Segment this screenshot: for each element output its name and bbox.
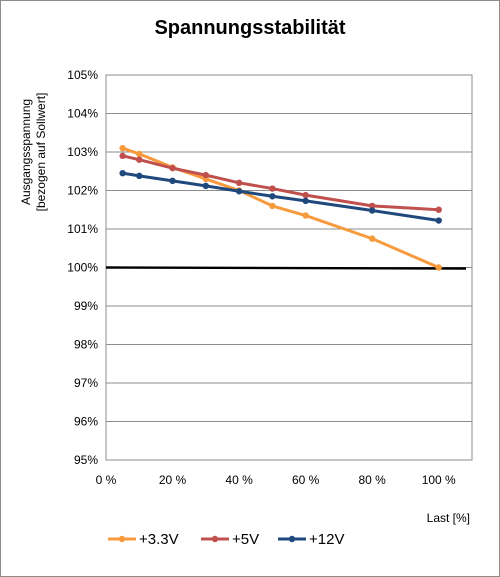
y-tick-label: 104% xyxy=(67,107,98,121)
y-tick-label: 98% xyxy=(74,338,98,352)
chart-title: Spannungsstabilität xyxy=(154,17,345,39)
data-point xyxy=(435,264,442,271)
legend-item: +5V xyxy=(201,531,259,548)
x-tick-label: 60 % xyxy=(292,473,320,487)
data-point xyxy=(136,172,143,180)
legend-label: +12V xyxy=(309,531,344,548)
x-tick-label: 0 % xyxy=(96,473,117,487)
series-+12V xyxy=(119,169,442,224)
data-point xyxy=(136,156,143,163)
data-point xyxy=(202,171,210,179)
legend-marker xyxy=(211,535,219,543)
data-point xyxy=(119,169,126,177)
legend-marker xyxy=(118,535,126,543)
legend-label: +5V xyxy=(232,531,259,548)
legend-label: +3.3V xyxy=(139,531,179,548)
y-tick-label: 105% xyxy=(67,68,98,82)
reference-line-100 xyxy=(105,266,467,270)
y-tick-label: 102% xyxy=(67,184,98,198)
x-axis-title: Last [%] xyxy=(427,511,470,525)
x-tick-label: 80 % xyxy=(359,473,387,487)
y-tick-label: 97% xyxy=(74,376,98,390)
data-point xyxy=(269,185,276,192)
data-point xyxy=(119,152,126,160)
x-tick-label: 20 % xyxy=(159,473,187,487)
y-axis-title-line-1: Ausgangsspannung xyxy=(19,99,33,205)
y-axis-ticks: 95% 96% 97% 98% 99% 100% 101% 102% 103% 104% 105% xyxy=(67,68,98,467)
y-tick-label: 99% xyxy=(74,299,98,313)
x-tick-label: 100 % xyxy=(422,473,456,487)
legend-item: +12V xyxy=(278,531,344,548)
legend-marker xyxy=(288,535,296,543)
x-axis-ticks: 0 % 20 % 40 % 60 % 80 % 100 % xyxy=(96,473,456,487)
y-axis-title-line-2: [bezogen auf Sollwert] xyxy=(34,93,48,212)
data-point xyxy=(136,150,143,158)
reference-line-group xyxy=(105,266,467,270)
data-point xyxy=(269,193,276,200)
data-point xyxy=(368,207,376,214)
data-point xyxy=(169,177,176,185)
data-point xyxy=(435,217,442,224)
data-point xyxy=(302,197,309,205)
y-tick-label: 100% xyxy=(67,261,98,275)
x-tick-label: 40 % xyxy=(225,473,253,487)
y-tick-label: 95% xyxy=(74,453,98,467)
y-tick-label: 103% xyxy=(67,145,98,159)
y-tick-label: 101% xyxy=(67,222,98,236)
series-group xyxy=(119,144,442,271)
data-point xyxy=(119,144,126,152)
data-point xyxy=(368,202,376,210)
data-point xyxy=(302,191,309,199)
data-point xyxy=(368,235,376,242)
data-point xyxy=(435,206,442,213)
data-point xyxy=(269,202,276,210)
data-point xyxy=(302,212,309,219)
data-point xyxy=(202,182,210,190)
series-+5V xyxy=(119,152,442,213)
legend-item: +3.3V xyxy=(108,531,179,548)
legend: +3.3V +5V +12V xyxy=(108,531,344,548)
plot-area xyxy=(105,74,473,461)
data-point xyxy=(235,179,243,186)
y-axis-title: Ausgangsspannung [bezogen auf Sollwert] xyxy=(19,93,48,212)
data-point xyxy=(235,188,243,195)
y-tick-label: 96% xyxy=(74,415,98,429)
data-point xyxy=(169,164,176,172)
